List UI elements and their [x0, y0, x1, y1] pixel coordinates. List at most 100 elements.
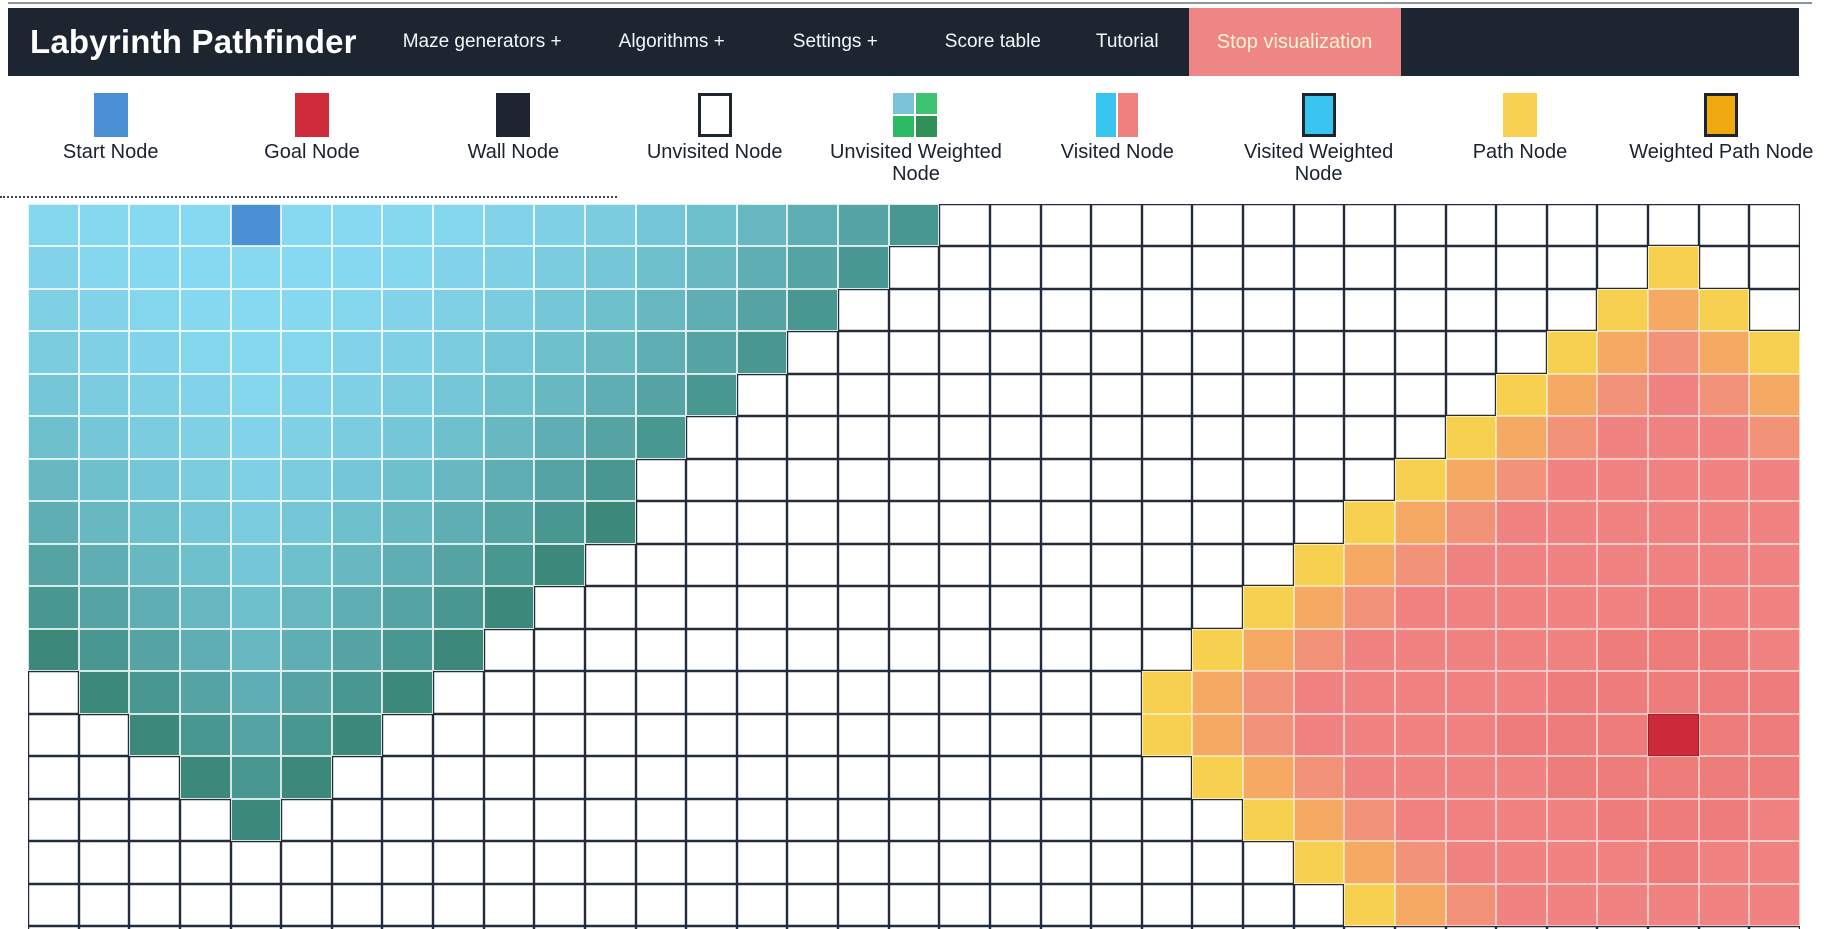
grid-cell[interactable]	[129, 204, 180, 247]
grid-cell[interactable]	[179, 501, 231, 544]
grid-cell[interactable]	[230, 883, 282, 926]
grid-cell[interactable]	[433, 204, 484, 247]
grid-cell[interactable]	[1749, 713, 1800, 757]
grid-cell[interactable]	[534, 586, 585, 629]
grid-cell[interactable]	[1192, 586, 1243, 629]
grid-cell[interactable]	[28, 883, 79, 926]
grid-cell[interactable]	[281, 841, 332, 884]
grid-cell[interactable]	[1546, 288, 1598, 332]
grid-cell[interactable]	[939, 501, 990, 544]
grid-cell[interactable]	[787, 883, 838, 926]
grid-cell[interactable]	[1141, 288, 1193, 332]
grid-cell[interactable]	[838, 756, 889, 799]
grid-cell[interactable]	[1597, 713, 1648, 757]
grid-cell[interactable]	[1141, 458, 1193, 502]
grid-cell[interactable]	[1344, 373, 1395, 417]
grid-cell[interactable]	[331, 458, 383, 502]
grid-cell[interactable]	[787, 288, 838, 332]
grid-cell[interactable]	[179, 841, 231, 884]
grid-cell[interactable]	[1141, 628, 1193, 672]
grid-cell[interactable]	[584, 416, 636, 459]
grid-cell[interactable]	[331, 204, 383, 247]
grid-cell[interactable]	[1040, 798, 1092, 842]
grid-cell[interactable]	[1648, 501, 1699, 544]
grid-cell[interactable]	[1445, 501, 1497, 544]
grid-cell[interactable]	[230, 586, 282, 629]
grid-cell[interactable]	[433, 458, 484, 502]
grid-cell[interactable]	[281, 331, 332, 374]
grid-cell[interactable]	[1293, 501, 1345, 544]
grid-cell[interactable]	[1597, 586, 1648, 629]
grid-cell[interactable]	[1141, 416, 1193, 459]
grid-cell[interactable]	[939, 458, 990, 502]
grid-cell[interactable]	[635, 458, 687, 502]
grid-cell[interactable]	[787, 713, 838, 757]
grid-cell[interactable]	[534, 501, 585, 544]
grid-cell[interactable]	[179, 628, 231, 672]
grid-cell[interactable]	[686, 246, 737, 289]
grid-cell[interactable]	[736, 543, 788, 587]
grid-cell[interactable]	[787, 204, 838, 247]
grid-cell[interactable]	[433, 543, 484, 587]
grid-cell[interactable]	[1243, 204, 1294, 247]
grid-cell[interactable]	[230, 756, 282, 799]
grid-cell[interactable]	[534, 416, 585, 459]
grid-cell[interactable]	[686, 543, 737, 587]
grid-cell[interactable]	[1445, 841, 1497, 884]
grid-cell[interactable]	[1040, 373, 1092, 417]
pathfinding-grid[interactable]	[28, 204, 1800, 929]
grid-cell[interactable]	[1040, 671, 1092, 714]
grid-cell[interactable]	[888, 288, 940, 332]
grid-cell[interactable]	[1698, 246, 1750, 289]
grid-cell[interactable]	[838, 204, 889, 247]
grid-cell[interactable]	[179, 883, 231, 926]
grid-cell[interactable]	[1293, 288, 1345, 332]
grid-cell[interactable]	[1091, 204, 1142, 247]
grid-cell[interactable]	[28, 628, 79, 672]
grid-cell[interactable]	[534, 628, 585, 672]
grid-cell[interactable]	[939, 713, 990, 757]
grid-cell[interactable]	[989, 586, 1041, 629]
grid-cell[interactable]	[1496, 883, 1547, 926]
grid-cell[interactable]	[433, 671, 484, 714]
grid-cell[interactable]	[1648, 204, 1699, 247]
grid-cell[interactable]	[1648, 628, 1699, 672]
grid-cell[interactable]	[129, 925, 180, 929]
grid-cell[interactable]	[1243, 543, 1294, 587]
grid-cell[interactable]	[331, 628, 383, 672]
grid-cell[interactable]	[1749, 925, 1800, 929]
nav-settings[interactable]: Settings +	[792, 31, 878, 52]
grid-cell[interactable]	[1496, 798, 1547, 842]
goal-node-cell[interactable]	[1648, 713, 1699, 757]
grid-cell[interactable]	[179, 246, 231, 289]
grid-cell[interactable]	[939, 756, 990, 799]
grid-cell[interactable]	[736, 373, 788, 417]
grid-cell[interactable]	[888, 925, 940, 929]
grid-cell[interactable]	[331, 713, 383, 757]
grid-cell[interactable]	[1546, 841, 1598, 884]
nav-algorithms[interactable]: Algorithms +	[618, 31, 725, 52]
grid-cell[interactable]	[1445, 713, 1497, 757]
grid-cell[interactable]	[1496, 628, 1547, 672]
grid-cell[interactable]	[1192, 798, 1243, 842]
grid-cell[interactable]	[939, 628, 990, 672]
grid-cell[interactable]	[939, 798, 990, 842]
grid-cell[interactable]	[534, 883, 585, 926]
grid-cell[interactable]	[1192, 331, 1243, 374]
grid-cell[interactable]	[230, 543, 282, 587]
grid-cell[interactable]	[1749, 204, 1800, 247]
grid-cell[interactable]	[888, 713, 940, 757]
grid-cell[interactable]	[1293, 925, 1345, 929]
grid-cell[interactable]	[1091, 883, 1142, 926]
grid-cell[interactable]	[584, 586, 636, 629]
grid-cell[interactable]	[686, 458, 737, 502]
grid-cell[interactable]	[1141, 501, 1193, 544]
grid-cell[interactable]	[1141, 671, 1193, 714]
grid-cell[interactable]	[230, 246, 282, 289]
grid-cell[interactable]	[1091, 756, 1142, 799]
grid-cell[interactable]	[1293, 331, 1345, 374]
grid-cell[interactable]	[534, 543, 585, 587]
grid-cell[interactable]	[1344, 288, 1395, 332]
grid-cell[interactable]	[1546, 416, 1598, 459]
grid-cell[interactable]	[1698, 925, 1750, 929]
